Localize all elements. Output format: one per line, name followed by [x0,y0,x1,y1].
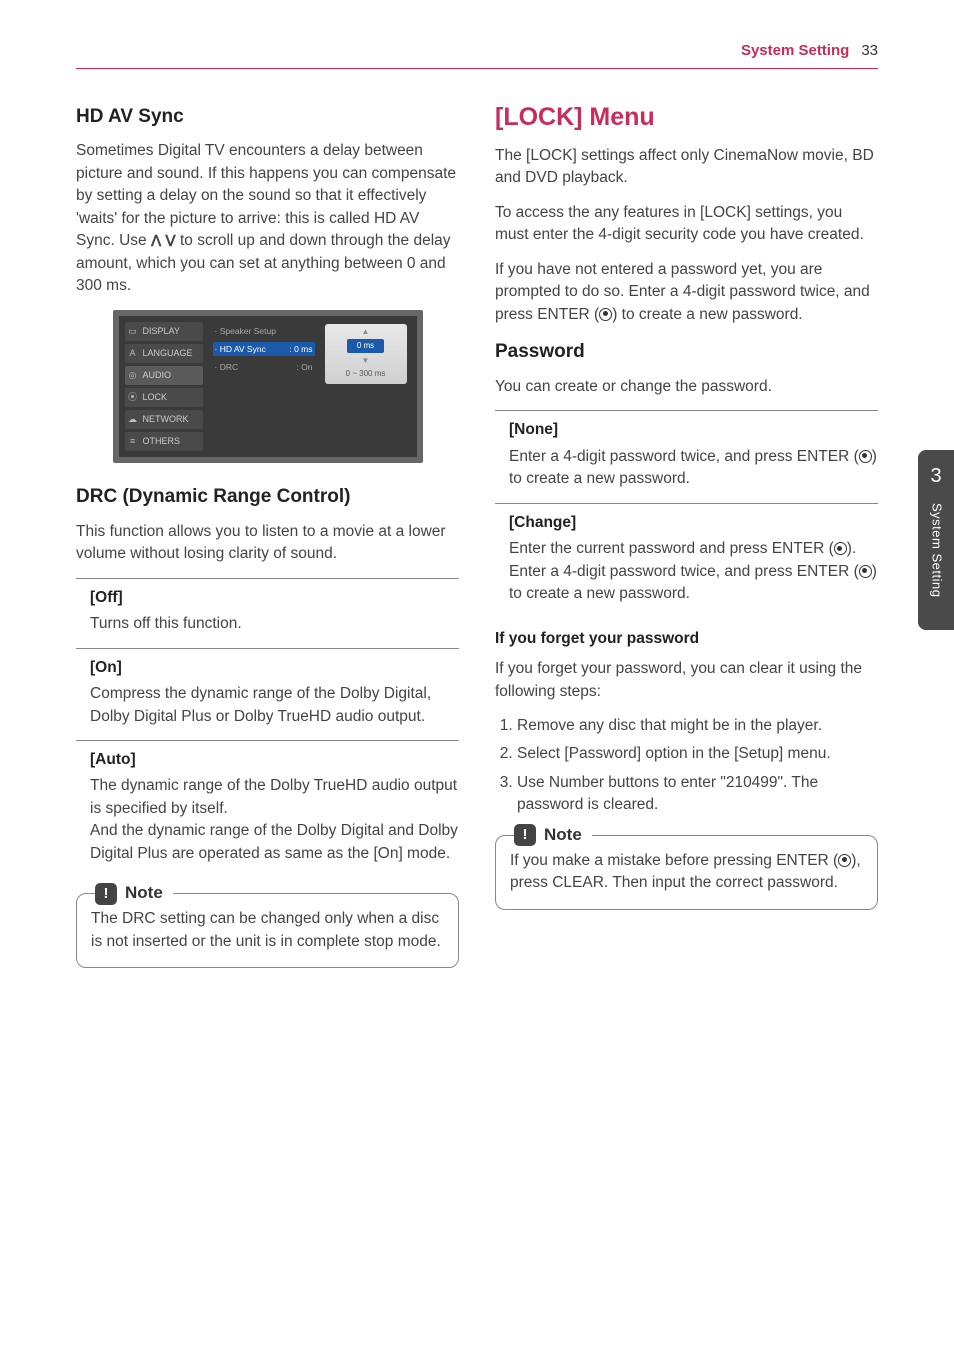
lock-menu-p1: The [LOCK] settings affect only CinemaNo… [495,145,878,190]
drc-option-auto: [Auto] The dynamic range of the Dolby Tr… [76,740,459,875]
slider-range: 0 ~ 300 ms [346,368,386,380]
settings-sidebar-item: ⦿LOCK [125,388,203,407]
option-text: Enter the current password and press ENT… [509,538,878,605]
down-arrow-icon: ▼ [362,357,370,365]
note-text: The DRC setting can be changed only when… [91,908,444,953]
option-text: Compress the dynamic range of the Dolby … [90,683,459,728]
enter-icon [834,542,847,555]
up-arrow-icon: ▲ [362,328,370,336]
enter-icon [838,854,851,867]
forget-password-steps: Remove any disc that might be in the pla… [495,715,878,817]
header-page-number: 33 [861,40,878,62]
left-column: HD AV Sync Sometimes Digital TV encounte… [76,99,459,969]
drc-heading: DRC (Dynamic Range Control) [76,483,459,511]
step-item: Select [Password] option in the [Setup] … [517,743,878,765]
settings-sidebar-item: ▭DISPLAY [125,322,203,341]
settings-sidebar: ▭DISPLAY ALANGUAGE ◎AUDIO ⦿LOCK ☁NETWORK… [125,322,203,451]
settings-option-row: · DRC: On [213,360,315,374]
forget-password-heading: If you forget your password [495,628,878,650]
option-text: Turns off this function. [90,613,459,635]
others-icon: ≡ [127,436,139,448]
display-icon: ▭ [127,325,139,337]
chapter-number: 3 [930,462,941,491]
chapter-label: System Setting [927,503,946,597]
forget-password-body: If you forget your password, you can cle… [495,658,878,703]
option-label: [On] [90,657,459,679]
note-text: If you make a mistake before pressing EN… [510,850,863,895]
slider-value: 0 ms [347,339,384,353]
language-icon: A [127,347,139,359]
enter-icon [859,565,872,578]
password-option-change: [Change] Enter the current password and … [495,503,878,616]
settings-options: · Speaker Setup · HD AV Sync: 0 ms · DRC… [209,322,319,451]
option-label: [Change] [509,512,878,534]
password-option-none: [None] Enter a 4-digit password twice, a… [495,410,878,500]
drc-body: This function allows you to listen to a … [76,521,459,566]
step-item: Remove any disc that might be in the pla… [517,715,878,737]
settings-option-row: · HD AV Sync: 0 ms [213,342,315,356]
up-down-icon: ᐱ ᐯ [151,231,176,253]
settings-screenshot: ▭DISPLAY ALANGUAGE ◎AUDIO ⦿LOCK ☁NETWORK… [113,310,423,463]
drc-option-on: [On] Compress the dynamic range of the D… [76,648,459,738]
settings-sidebar-item: ≡OTHERS [125,432,203,451]
header-section-title: System Setting [741,40,849,62]
lock-icon: ⦿ [127,392,139,404]
password-note: ! Note If you make a mistake before pres… [495,835,878,910]
option-text: The dynamic range of the Dolby TrueHD au… [90,775,459,865]
right-column: [LOCK] Menu The [LOCK] settings affect o… [495,99,878,969]
audio-icon: ◎ [127,369,139,381]
option-label: [Off] [90,587,459,609]
enter-icon [599,308,612,321]
password-heading: Password [495,338,878,366]
lock-menu-heading: [LOCK] Menu [495,99,878,135]
page-header: System Setting 33 [76,40,878,69]
settings-sidebar-item: ☁NETWORK [125,410,203,429]
settings-sidebar-item: ALANGUAGE [125,344,203,363]
drc-note: ! Note The DRC setting can be changed on… [76,893,459,968]
option-label: [None] [509,419,878,441]
option-text: Enter a 4-digit password twice, and pres… [509,446,878,491]
settings-option-row: · Speaker Setup [213,324,315,338]
step-item: Use Number buttons to enter "210499". Th… [517,772,878,817]
note-label: Note [544,823,582,848]
settings-slider-panel: ▲ 0 ms ▼ 0 ~ 300 ms [325,322,411,451]
drc-option-off: [Off] Turns off this function. [76,578,459,646]
hd-av-sync-body: Sometimes Digital TV encounters a delay … [76,140,459,298]
note-icon: ! [95,883,117,905]
option-label: [Auto] [90,749,459,771]
lock-menu-p3: If you have not entered a password yet, … [495,259,878,326]
note-icon: ! [514,824,536,846]
settings-sidebar-item: ◎AUDIO [125,366,203,385]
enter-icon [859,450,872,463]
lock-menu-p2: To access the any features in [LOCK] set… [495,202,878,247]
note-tab: ! Note [95,881,173,906]
note-label: Note [125,881,163,906]
hd-av-sync-heading: HD AV Sync [76,103,459,131]
network-icon: ☁ [127,414,139,426]
chapter-side-tab: 3 System Setting [918,450,954,630]
delay-slider: ▲ 0 ms ▼ 0 ~ 300 ms [325,324,407,384]
note-tab: ! Note [514,823,592,848]
password-body: You can create or change the password. [495,376,878,398]
